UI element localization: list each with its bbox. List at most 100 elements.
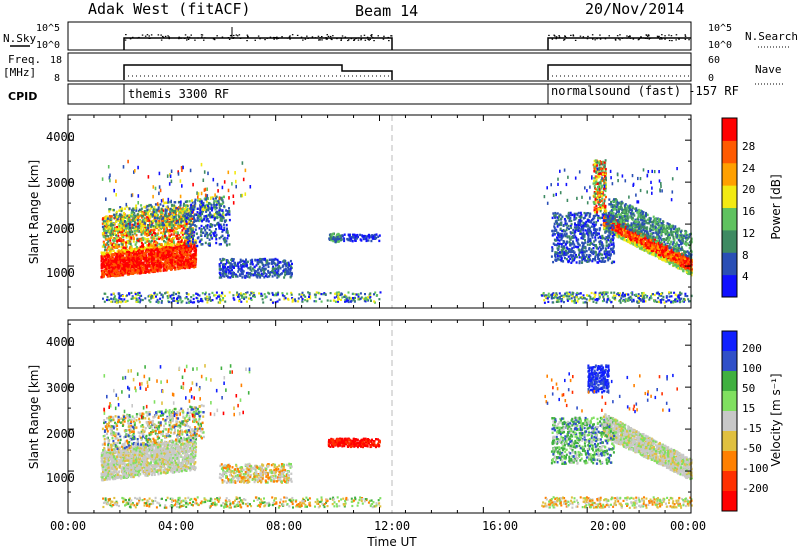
power-cell xyxy=(268,262,271,265)
nsky-point xyxy=(257,35,260,37)
power-cell xyxy=(193,266,196,269)
power-cell xyxy=(148,210,151,213)
power-cell xyxy=(162,198,164,202)
power-cell xyxy=(117,261,120,265)
power-cell xyxy=(106,296,109,299)
power-cell xyxy=(108,210,111,213)
power-cell xyxy=(218,237,221,240)
power-cell xyxy=(157,207,160,210)
power-cell xyxy=(335,239,338,243)
nsky-point xyxy=(678,38,680,40)
power-cell xyxy=(225,274,228,278)
power-cell xyxy=(124,300,127,303)
power-cell xyxy=(117,243,120,247)
power-cell xyxy=(281,292,284,295)
power-cell xyxy=(179,259,182,263)
nsky-point xyxy=(314,37,317,39)
power-cell xyxy=(186,254,189,257)
power-cell xyxy=(214,294,217,297)
power-cell xyxy=(235,184,237,189)
power-cell xyxy=(220,227,223,230)
freq-label-1: Freq. xyxy=(8,53,41,66)
power-cell xyxy=(263,293,266,296)
power-cell xyxy=(137,293,140,296)
power-cell xyxy=(329,235,332,239)
power-cell xyxy=(198,198,201,201)
power-cell xyxy=(119,254,122,257)
power-cell xyxy=(214,224,216,227)
nsky-point xyxy=(184,34,187,36)
power-cell xyxy=(215,195,218,198)
power-cell xyxy=(163,257,166,261)
power-cell xyxy=(331,232,334,236)
power-cell xyxy=(134,255,137,258)
power-cell xyxy=(103,263,106,267)
power-cell xyxy=(226,259,229,263)
power-cell xyxy=(189,207,192,210)
nsky-point xyxy=(300,36,303,38)
power-cell xyxy=(142,265,145,268)
power-cell xyxy=(127,220,130,223)
power-cell xyxy=(128,292,130,295)
power-cell xyxy=(104,248,107,252)
power-cell xyxy=(241,161,244,165)
power-cell xyxy=(134,260,137,263)
date-title: 20/Nov/2014 xyxy=(585,0,684,18)
power-cell xyxy=(269,298,272,301)
power-cell xyxy=(153,206,156,209)
power-cell xyxy=(146,245,149,248)
power-cell xyxy=(146,264,149,267)
power-cell xyxy=(155,241,158,244)
nsky-point xyxy=(150,34,153,36)
power-cell xyxy=(239,267,242,271)
power-cell xyxy=(120,298,123,301)
power-cell xyxy=(245,300,248,303)
power-cell xyxy=(110,215,113,218)
power-cell xyxy=(166,225,169,228)
nsky-point xyxy=(367,38,369,40)
power-cell xyxy=(125,253,128,256)
nsky-point xyxy=(125,34,127,36)
power-cell xyxy=(153,213,156,216)
nsky-point xyxy=(619,39,621,41)
power-cell xyxy=(128,207,131,210)
power-cell xyxy=(110,223,113,227)
nsky-point xyxy=(259,38,261,40)
power-cell xyxy=(121,252,124,255)
power-cell xyxy=(191,211,194,214)
power-cell xyxy=(190,296,193,299)
power-cell xyxy=(336,233,338,237)
power-cell xyxy=(188,237,191,240)
nsky-point xyxy=(558,35,560,37)
power-cell xyxy=(351,240,354,243)
power-cell xyxy=(102,243,105,247)
power-cell xyxy=(163,267,166,271)
power-cell xyxy=(110,247,113,251)
power-cell xyxy=(278,298,281,301)
power-cell xyxy=(161,238,164,241)
power-cell xyxy=(128,223,131,227)
power-cell xyxy=(376,294,379,297)
nsky-point xyxy=(688,39,690,41)
power-cell xyxy=(176,252,179,256)
power-cell xyxy=(134,243,137,246)
power-cell xyxy=(331,237,334,241)
power-cell xyxy=(258,265,261,269)
power-cell xyxy=(300,295,303,298)
power-cell xyxy=(340,298,342,301)
power-cell xyxy=(108,298,111,302)
power-cell xyxy=(185,265,188,268)
power-cell xyxy=(190,249,193,253)
power-cell xyxy=(111,247,114,251)
power-cell xyxy=(199,208,202,212)
power-cell xyxy=(189,168,192,173)
nsky-point xyxy=(233,34,235,37)
power-cell xyxy=(367,239,370,242)
power-cell xyxy=(175,221,178,224)
nave-tick-bottom: 0 xyxy=(708,73,714,84)
nsky-point xyxy=(230,34,233,36)
power-cell xyxy=(119,294,122,297)
power-cell xyxy=(171,208,174,212)
power-cell xyxy=(143,228,146,231)
power-cell xyxy=(156,217,159,220)
